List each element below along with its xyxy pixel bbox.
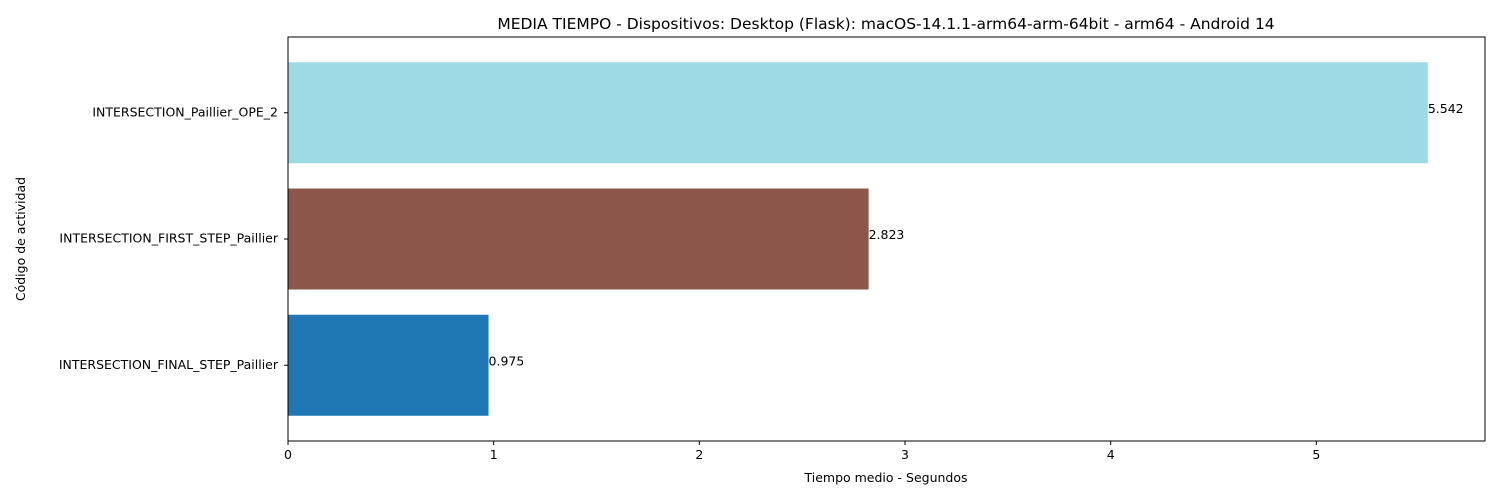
value-label: 2.823 [869,227,905,242]
value-labels-layer: 0.975 2.823 5.542 [489,101,1464,369]
value-label: 5.542 [1428,101,1464,116]
x-tick-label: 0 [284,447,292,462]
x-tick-label: 4 [1107,447,1115,462]
bar [288,62,1428,164]
y-tick-label: INTERSECTION_FIRST_STEP_Paillier [59,231,278,246]
x-tick-label: 2 [695,447,703,462]
x-axis: 0 1 2 3 4 5 [284,441,1320,462]
bars-layer [288,62,1428,416]
bar [288,314,489,416]
y-tick-label: INTERSECTION_FINAL_STEP_Paillier [59,357,279,372]
x-tick-label: 3 [901,447,909,462]
chart-title: MEDIA TIEMPO - Dispositivos: Desktop (Fl… [497,15,1274,33]
bar [288,188,869,290]
value-label: 0.975 [489,353,525,368]
x-tick-label: 1 [490,447,498,462]
y-tick-label: INTERSECTION_Paillier_OPE_2 [92,104,278,119]
y-axis-label: Código de actividad [13,177,28,301]
y-axis: INTERSECTION_FINAL_STEP_Paillier INTERSEC… [59,104,288,372]
x-axis-label: Tiempo medio - Segundos [803,470,967,485]
x-tick-label: 5 [1312,447,1320,462]
